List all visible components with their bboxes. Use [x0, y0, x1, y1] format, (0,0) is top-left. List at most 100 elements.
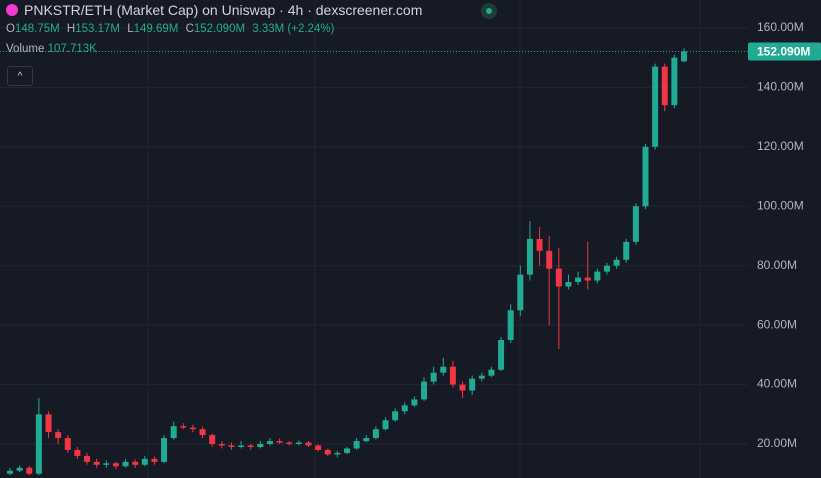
last-price-box [748, 42, 821, 61]
candle-body [507, 310, 514, 340]
candle-body [84, 455, 91, 462]
candle-body [218, 444, 225, 446]
candle-body [584, 277, 591, 281]
candle-body [536, 238, 543, 251]
ohlc-row: O148.75M H153.17M L149.69M C152.090M 3.3… [6, 23, 338, 35]
candle-body [421, 381, 428, 400]
candle-body [449, 366, 456, 385]
last-price-label: 152.090M [757, 45, 810, 59]
chart-title: PNKSTR/ETH (Market Cap) on Uniswap · 4h … [24, 2, 423, 18]
candle-body [526, 238, 533, 275]
candle-body [488, 369, 495, 376]
candle-body [74, 449, 81, 456]
candle-body [35, 414, 42, 474]
candle-body [652, 66, 659, 147]
collapse-button[interactable]: ^ [7, 66, 33, 86]
candle-body [623, 241, 630, 260]
candle-body [209, 435, 216, 445]
ohlc-value: 149.69M [133, 23, 179, 35]
ohlc-label: H [66, 23, 76, 35]
candle-body [238, 445, 245, 447]
candle-body [613, 259, 620, 266]
volume-row: Volume 107.713K [6, 43, 101, 55]
candle-body [555, 268, 562, 287]
y-tick-label: 120.00M [757, 139, 804, 153]
candle-body [247, 445, 254, 447]
ohlc-value: 148.75M [14, 23, 60, 35]
candle-body [334, 452, 341, 455]
ohlc-value: 153.17M [75, 23, 120, 35]
candle-body [392, 411, 399, 421]
candle-body [305, 442, 312, 446]
candle-body [642, 146, 649, 207]
candle-body [141, 458, 148, 465]
candle-body [517, 274, 524, 311]
candle-body [324, 449, 331, 455]
status-dot[interactable] [481, 3, 497, 19]
y-tick-label: 140.00M [757, 80, 804, 94]
candle-body [180, 426, 187, 428]
volume-label: Volume [6, 43, 45, 55]
candle-body [430, 372, 437, 382]
candle-body [45, 414, 52, 433]
candle-body [132, 461, 139, 465]
candle-body [353, 441, 360, 449]
candle-body [401, 405, 408, 412]
candle-body [103, 463, 110, 465]
candle-body [498, 339, 505, 370]
candle-body [411, 399, 418, 406]
ohlc-label: O [6, 23, 15, 35]
title-row: PNKSTR/ETH (Market Cap) on Uniswap · 4h … [6, 2, 422, 18]
candle-body [575, 277, 582, 283]
candle-body [661, 66, 668, 106]
candle-body [170, 426, 177, 439]
candle-body [671, 57, 678, 106]
candle-body [64, 438, 71, 450]
candle-body [151, 458, 158, 462]
candle-body [161, 438, 168, 462]
candle-body [363, 438, 370, 442]
candle-body [228, 445, 235, 447]
candle-body [276, 441, 283, 443]
y-tick-label: 160.00M [757, 20, 804, 34]
ohlc-label: C [185, 23, 194, 35]
candle-body [594, 271, 601, 281]
candle-body [603, 265, 610, 272]
time-grid [147, 0, 701, 478]
y-tick-label: 40.00M [757, 377, 797, 391]
candle-body [372, 429, 379, 439]
candle-body [681, 51, 687, 62]
change: 3.33M (+2.24%) [252, 23, 335, 35]
candle-body [295, 442, 302, 445]
candle-body [546, 250, 553, 269]
ohlc-label: L [127, 23, 134, 35]
candle-body [565, 282, 572, 287]
candle-body [122, 461, 129, 467]
candle-body [266, 441, 273, 445]
candle-body [16, 467, 23, 471]
candle-body [189, 427, 196, 430]
volume-value: 107.713K [47, 43, 97, 55]
candle-body [478, 375, 485, 379]
y-tick-label: 60.00M [757, 317, 797, 331]
candle-body [315, 445, 322, 450]
candle-body [55, 432, 62, 439]
candle-body [469, 378, 476, 391]
candle-body [459, 384, 466, 391]
token-icon [6, 4, 18, 16]
candle-body [344, 448, 350, 453]
y-tick-label: 20.00M [757, 436, 797, 450]
candle-body [257, 444, 264, 447]
candle-body [382, 420, 389, 430]
candle-body [440, 366, 447, 373]
candle-body [632, 206, 639, 242]
candle-body [112, 463, 119, 467]
y-tick-label: 100.00M [757, 198, 804, 212]
ohlc-value: 152.090M [193, 23, 246, 35]
candle-body [26, 467, 33, 474]
candle-body [93, 461, 100, 465]
candle-body [7, 470, 13, 474]
y-tick-label: 80.00M [757, 258, 797, 272]
